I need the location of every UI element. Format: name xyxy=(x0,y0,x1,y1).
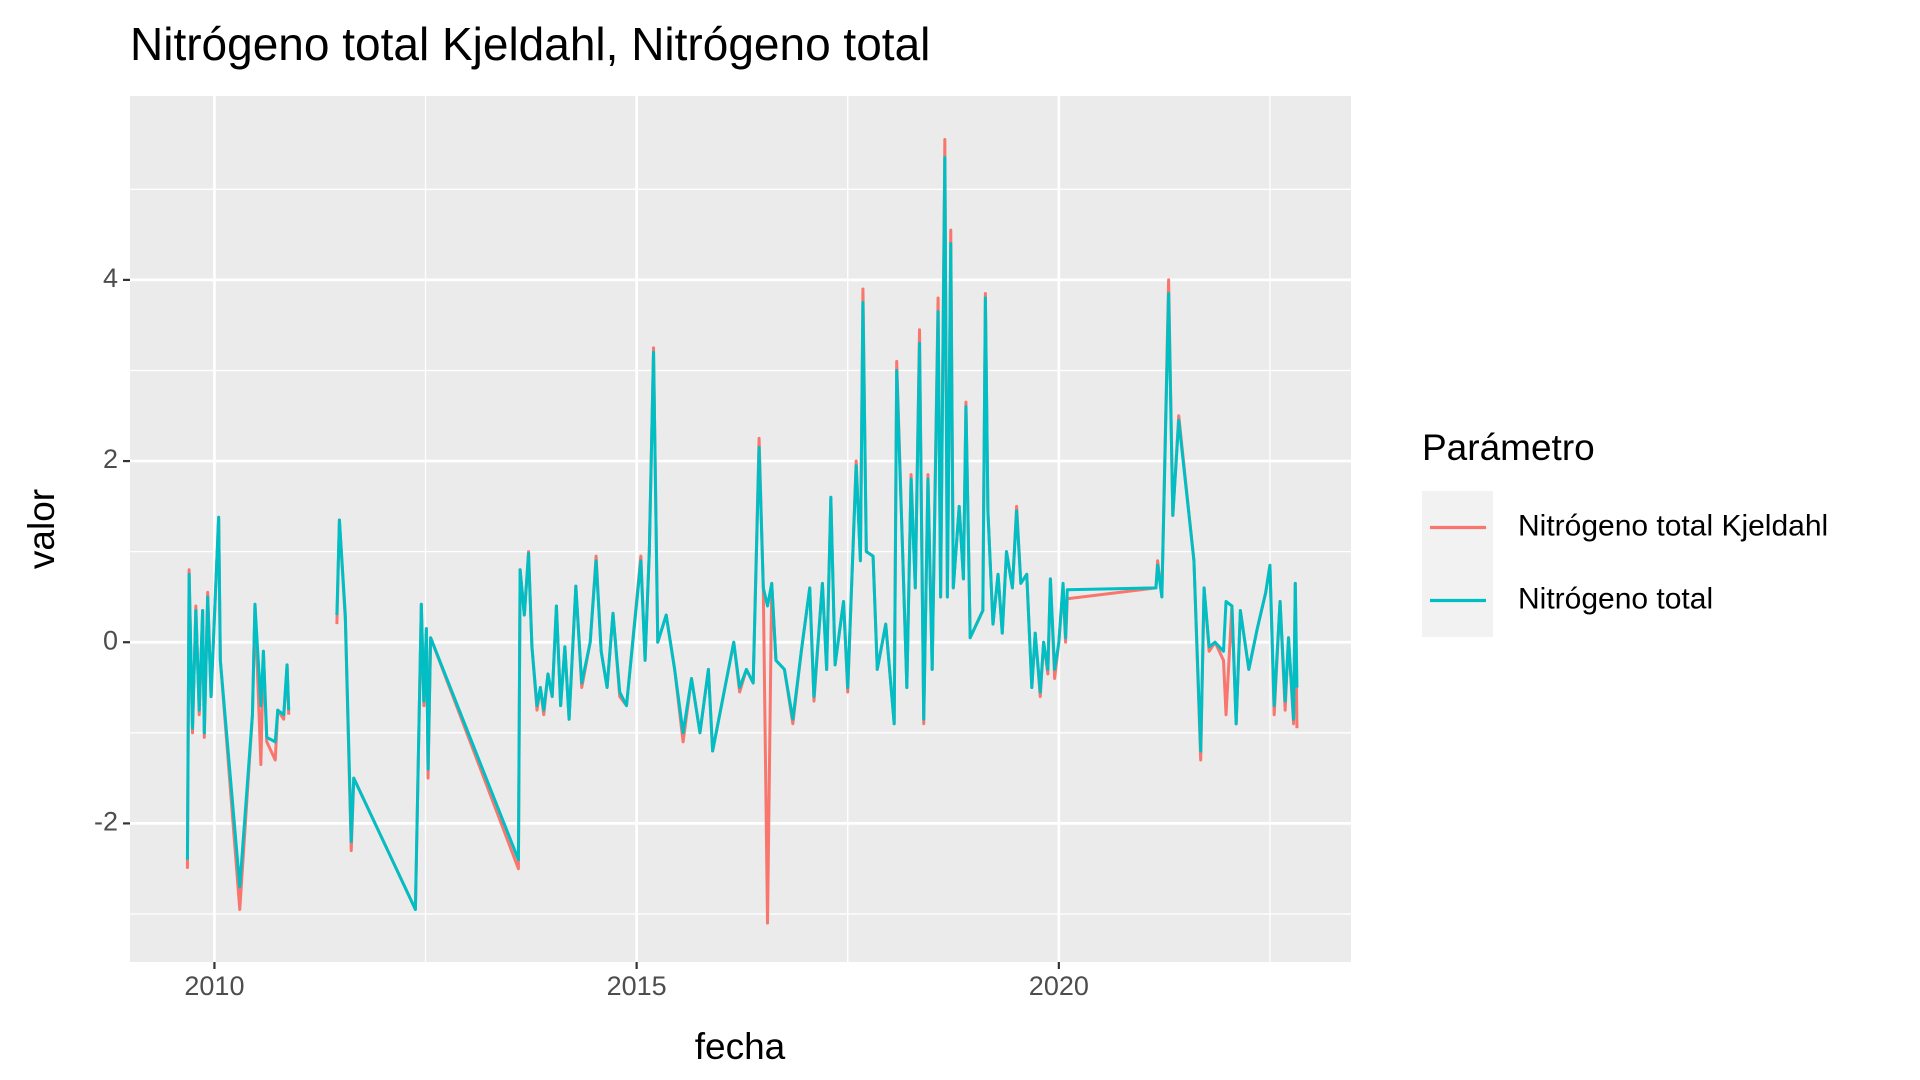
y-tick-label: 2 xyxy=(103,444,118,474)
legend-label: Nitrógeno total Kjeldahl xyxy=(1518,509,1828,542)
legend-key-background xyxy=(1422,491,1493,637)
legend-title: Parámetro xyxy=(1422,427,1595,468)
legend-label: Nitrógeno total xyxy=(1518,582,1713,615)
x-tick-label: 2015 xyxy=(607,971,667,1001)
y-tick-label: 4 xyxy=(103,263,118,293)
data-line xyxy=(185,156,1299,911)
x-axis-label: fecha xyxy=(695,1026,786,1067)
chart-title: Nitrógeno total Kjeldahl, Nitrógeno tota… xyxy=(130,18,930,70)
x-tick-label: 2020 xyxy=(1029,971,1089,1001)
x-tick-label: 2010 xyxy=(184,971,244,1001)
y-tick-label: 0 xyxy=(103,625,118,655)
y-axis-label: valor xyxy=(21,489,62,569)
plot-panel xyxy=(130,96,1351,962)
y-tick-label: -2 xyxy=(94,807,118,837)
